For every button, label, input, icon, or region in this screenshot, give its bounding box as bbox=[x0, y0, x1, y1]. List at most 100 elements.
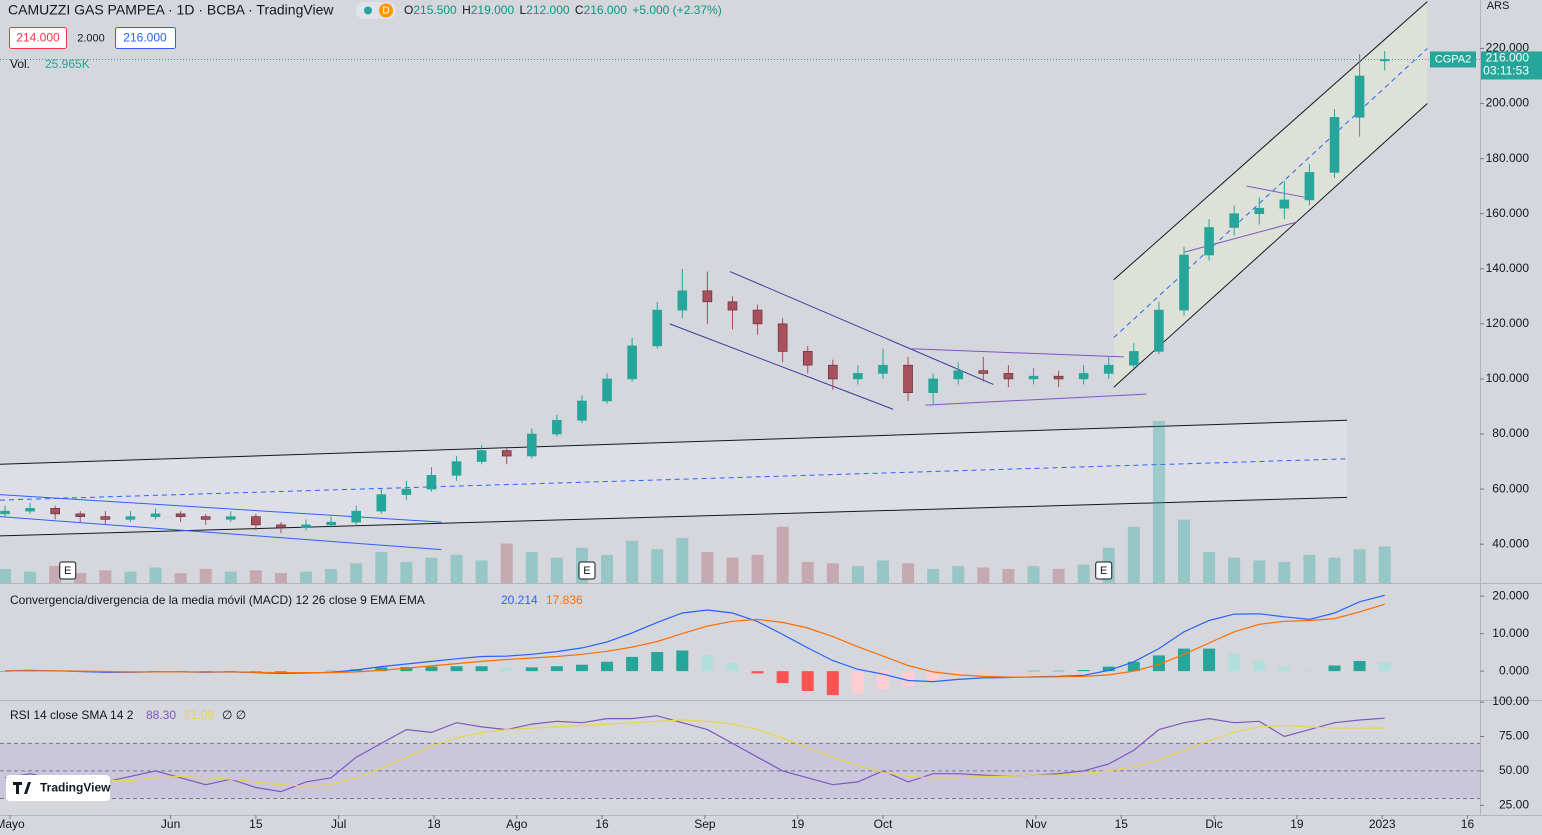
volume-bar bbox=[1052, 568, 1065, 583]
y-tick-label: 25.00 bbox=[1499, 798, 1529, 812]
trend-line bbox=[908, 348, 1124, 358]
histogram-bar bbox=[1228, 653, 1241, 672]
symbol-title[interactable]: CAMUZZI GAS PAMPEA · 1D · BCBA · Trading… bbox=[8, 2, 334, 18]
candle-body bbox=[1254, 207, 1265, 215]
volume-bar bbox=[500, 543, 513, 583]
volume-bar bbox=[475, 560, 488, 583]
ohlc-legend: O215.500 H219.000 L212.000 C216.000 +5.0… bbox=[404, 3, 722, 17]
market-dot bbox=[364, 6, 372, 15]
volume-bar bbox=[1278, 561, 1291, 583]
candle-body bbox=[1379, 59, 1390, 62]
volume-bar bbox=[375, 552, 388, 583]
candle-body bbox=[903, 364, 913, 394]
earnings-label: E bbox=[583, 565, 590, 577]
candle-body bbox=[1279, 199, 1290, 209]
x-tick-label: 18 bbox=[427, 817, 441, 831]
volume-bar bbox=[1027, 566, 1040, 583]
volume-bar bbox=[1303, 554, 1316, 583]
volume-bar bbox=[224, 571, 237, 583]
volume-bar bbox=[199, 568, 212, 583]
volume-bar bbox=[776, 526, 789, 583]
ask[interactable]: 216.000 bbox=[123, 31, 167, 45]
y-tick-label: 160.000 bbox=[1486, 206, 1530, 220]
candle-body bbox=[1129, 351, 1139, 366]
volume-bar bbox=[751, 554, 764, 583]
candle-body bbox=[501, 450, 512, 457]
ohlc-value: 219.000 bbox=[471, 3, 515, 17]
rsi-line bbox=[4, 715, 1385, 793]
candle-body bbox=[351, 510, 362, 523]
candle-body bbox=[652, 309, 663, 347]
volume-bar bbox=[550, 557, 563, 583]
last-price-box bbox=[1481, 51, 1542, 80]
candle-body bbox=[1329, 117, 1340, 173]
y-tick-label: 0.000 bbox=[1499, 663, 1529, 677]
candle-body bbox=[702, 290, 713, 303]
currency: ARS bbox=[1487, 0, 1510, 12]
logo-box[interactable] bbox=[6, 775, 110, 801]
histogram-bar bbox=[726, 662, 739, 672]
x-tick-label: Jul bbox=[331, 817, 346, 831]
x-tick-label: 16 bbox=[1461, 817, 1475, 831]
candle-body bbox=[1103, 364, 1114, 374]
ohlc-key: C bbox=[575, 3, 584, 17]
candle-body bbox=[175, 513, 186, 517]
histogram-bar bbox=[274, 671, 287, 672]
volume-bar bbox=[801, 561, 814, 583]
candle-body bbox=[401, 488, 412, 495]
x-tick-label: Dic bbox=[1205, 817, 1222, 831]
volume-bar bbox=[0, 568, 12, 583]
histogram-bar bbox=[626, 656, 639, 672]
volume-bar bbox=[1203, 552, 1216, 583]
earnings-marker bbox=[59, 561, 77, 580]
y-tick-label: 120.000 bbox=[1486, 316, 1530, 330]
countdown: 03:11:53 bbox=[1483, 64, 1529, 78]
volume-bar bbox=[902, 563, 915, 583]
y-tick-label: 20.000 bbox=[1492, 588, 1529, 602]
legend-suffix: ∅ ∅ bbox=[222, 708, 246, 722]
histogram-bar bbox=[450, 666, 463, 672]
earnings-label: E bbox=[64, 565, 71, 577]
volume-bar bbox=[1253, 560, 1266, 583]
ohlc-key: L bbox=[519, 3, 526, 17]
x-tick-label: 15 bbox=[1115, 817, 1129, 831]
candle-body bbox=[50, 508, 60, 515]
volume-bar bbox=[525, 552, 538, 583]
candle-body bbox=[1179, 254, 1189, 311]
candle-body bbox=[426, 475, 437, 490]
candle-body bbox=[1354, 75, 1365, 118]
candle-body bbox=[752, 309, 763, 325]
channel-fill bbox=[1113, 1, 1428, 388]
x-tick-label: Oct bbox=[874, 817, 893, 831]
candle-body bbox=[1003, 373, 1014, 380]
bid[interactable]: 214.000 bbox=[16, 31, 60, 45]
volume-bar bbox=[350, 563, 363, 583]
pane-title: Convergencia/divergencia de la media móv… bbox=[10, 593, 425, 607]
channel-lower bbox=[1113, 103, 1428, 388]
x-tick-label: 16 bbox=[595, 817, 609, 831]
candle-body bbox=[376, 494, 387, 512]
candle-body bbox=[928, 378, 938, 394]
histogram-bar bbox=[475, 666, 488, 672]
candle-body bbox=[301, 524, 311, 528]
status: D bbox=[382, 6, 389, 17]
candle-body bbox=[276, 524, 286, 528]
histogram-bar bbox=[1278, 666, 1291, 672]
histogram-bar bbox=[500, 667, 513, 672]
candle-body bbox=[552, 419, 562, 435]
candle-body bbox=[727, 301, 738, 311]
buy-box[interactable] bbox=[115, 27, 176, 49]
y-tick-label: 200.000 bbox=[1486, 96, 1530, 110]
x-tick-label: Sep bbox=[694, 817, 716, 831]
volume-bar bbox=[1127, 526, 1140, 583]
histogram-bar bbox=[1353, 661, 1366, 672]
candle-body bbox=[125, 516, 136, 520]
histogram-bar bbox=[375, 667, 388, 672]
sell-box[interactable] bbox=[9, 27, 67, 49]
histogram-bar bbox=[1253, 660, 1266, 672]
histogram-bar bbox=[1378, 662, 1391, 672]
histogram-bar bbox=[876, 671, 889, 690]
volume-key: Vol. bbox=[10, 57, 30, 71]
